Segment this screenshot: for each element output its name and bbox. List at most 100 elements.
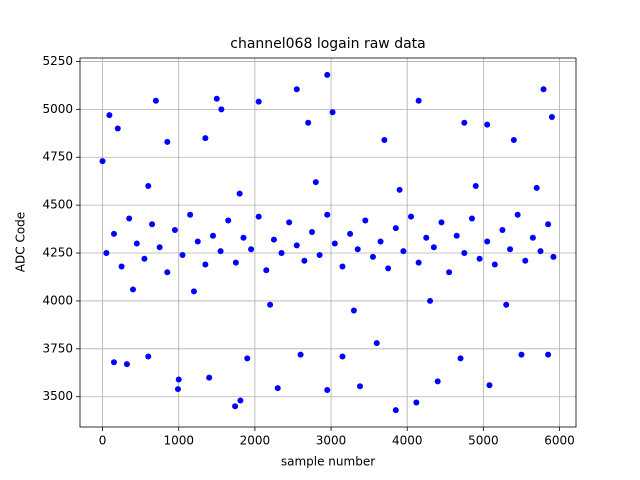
point [453, 232, 460, 239]
point [126, 215, 133, 222]
point [110, 230, 117, 237]
point [329, 109, 336, 116]
point [373, 340, 380, 347]
point [461, 250, 468, 257]
point [194, 238, 201, 245]
point [232, 403, 239, 410]
point [152, 97, 159, 104]
chart-title: channel068 logain raw data [230, 36, 425, 52]
point [316, 251, 323, 258]
point [270, 236, 277, 243]
point [213, 95, 220, 102]
point [468, 215, 475, 222]
point [114, 125, 121, 132]
point [533, 184, 540, 191]
y-axis-label: ADC Code [14, 212, 28, 272]
x-tick-label: 2000 [240, 434, 271, 448]
point [164, 269, 171, 276]
point [218, 106, 225, 113]
point [484, 238, 491, 245]
point [99, 158, 106, 165]
point [537, 248, 544, 255]
point [503, 301, 510, 308]
point [190, 288, 197, 295]
x-tick-label: 5000 [468, 434, 499, 448]
point [434, 378, 441, 385]
point [392, 225, 399, 232]
point [209, 232, 216, 239]
point [369, 253, 376, 260]
point [392, 407, 399, 414]
point [476, 255, 483, 262]
point [240, 234, 247, 241]
point [522, 257, 529, 264]
point [381, 137, 388, 143]
point [110, 359, 117, 366]
point [309, 228, 316, 235]
point [491, 261, 498, 268]
x-tick-label: 6000 [544, 434, 575, 448]
point [400, 248, 407, 255]
point [103, 250, 110, 257]
point [457, 355, 464, 362]
point [293, 86, 300, 93]
point [548, 114, 555, 121]
point [507, 246, 514, 253]
point [149, 221, 156, 228]
point [339, 353, 346, 360]
point [293, 242, 300, 249]
y-tick-label: 4500 [42, 198, 73, 212]
y-tick-label: 3500 [42, 389, 73, 403]
point [472, 182, 479, 189]
point [236, 190, 243, 197]
point [312, 179, 319, 186]
y-tick-label: 5000 [42, 102, 73, 116]
y-tick-label: 4250 [42, 246, 73, 260]
point [350, 307, 357, 314]
point [174, 386, 181, 393]
point [413, 399, 420, 406]
point [255, 213, 262, 220]
point [217, 248, 224, 255]
point [237, 397, 244, 404]
point [356, 383, 363, 390]
point [354, 246, 361, 253]
point [305, 119, 312, 126]
point [145, 182, 152, 189]
point [514, 211, 521, 218]
point [175, 376, 182, 383]
point [347, 230, 354, 237]
y-tick-label: 5250 [42, 54, 73, 68]
point [377, 238, 384, 245]
point [187, 211, 194, 218]
point [179, 251, 186, 258]
point [423, 234, 430, 241]
point [529, 234, 536, 241]
point [324, 71, 331, 78]
point [278, 250, 285, 257]
x-axis-label: sample number [281, 455, 375, 469]
point [255, 98, 262, 105]
point [267, 301, 274, 308]
point [484, 121, 491, 128]
point [324, 211, 331, 218]
point [156, 244, 163, 251]
point [248, 246, 255, 253]
point [415, 259, 422, 266]
point [499, 227, 506, 234]
point [286, 219, 293, 226]
point [331, 240, 338, 247]
point [171, 227, 178, 234]
point [164, 138, 171, 145]
point [301, 257, 308, 264]
point [510, 137, 517, 143]
point [244, 355, 251, 362]
point [232, 259, 239, 266]
y-tick-label: 4750 [42, 150, 73, 164]
point [206, 374, 213, 381]
point [145, 353, 152, 360]
point [118, 263, 125, 270]
y-tick-label: 4000 [42, 293, 73, 307]
